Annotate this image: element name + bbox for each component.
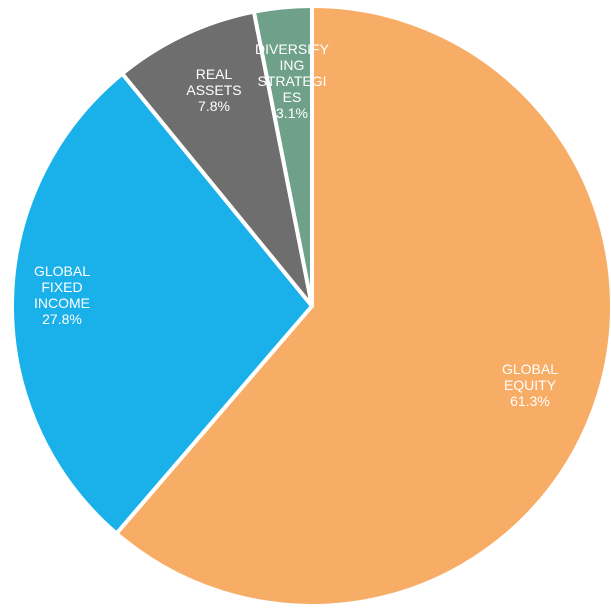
pie-slice — [10, 71, 314, 536]
slice-label-line: ING — [280, 57, 305, 73]
slice-label-line: GLOBAL — [34, 263, 90, 279]
slice-label: REAL ASSETS 7.8% — [186, 66, 241, 114]
slice-label-line: 7.8% — [198, 98, 230, 114]
slice-label-line: EQUITY — [504, 377, 557, 393]
slice-label-line: ES — [283, 89, 302, 105]
pie-slices — [10, 4, 611, 608]
slice-label: GLOBAL EQUITY 61.3% — [502, 361, 558, 409]
slice-label-line: ASSETS — [186, 82, 241, 98]
slice-label-line: FIXED — [41, 279, 82, 295]
slice-label-line: STRATEGI — [258, 73, 327, 89]
slice-label-line: 27.8% — [42, 311, 82, 327]
pie-slice — [120, 9, 314, 308]
slice-label-line: GLOBAL — [502, 361, 558, 377]
slice-label: GLOBAL FIXED INCOME 27.8% — [34, 263, 90, 327]
slice-label-line: 3.1% — [276, 105, 308, 121]
pie-slice — [251, 4, 314, 308]
pie-slice — [114, 4, 611, 608]
slice-label-line: 61.3% — [510, 393, 550, 409]
slice-label-line: INCOME — [34, 295, 90, 311]
slice-label-line: DIVERSIFY — [255, 41, 330, 57]
slice-label-line: REAL — [196, 66, 233, 82]
pie-labels: GLOBAL EQUITY 61.3%GLOBAL FIXED INCOME 27.8%R… — [34, 41, 558, 409]
slice-label: DIVERSIFY ING STRATEGI ES 3.1% — [255, 41, 330, 121]
